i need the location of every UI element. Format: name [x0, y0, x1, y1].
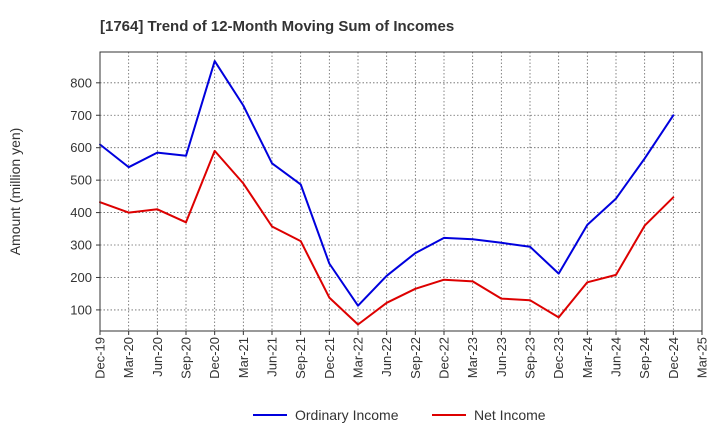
- legend: Ordinary Income Net Income: [253, 407, 546, 423]
- series-line: [99, 60, 675, 307]
- x-tick-label: Dec-24: [666, 337, 681, 379]
- y-tick-label: 800: [70, 75, 92, 90]
- legend-label: Ordinary Income: [295, 407, 399, 423]
- y-tick-label: 500: [70, 173, 92, 188]
- plot-area: [100, 52, 702, 331]
- grid-lines: [100, 52, 702, 331]
- y-axis-ticks: 100 200 300 400 500 600 700 800: [70, 75, 100, 317]
- x-axis-ticks: Dec-19 Mar-20 Jun-20 Sep-20 Dec-20 Mar-21 Jun-…: [93, 331, 710, 379]
- x-tick-label: Sep-24: [637, 337, 652, 379]
- x-tick-label: Mar-20: [121, 337, 136, 378]
- x-tick-label: Mar-21: [236, 337, 251, 378]
- x-tick-label: Dec-20: [207, 337, 222, 379]
- x-tick-label: Dec-21: [322, 337, 337, 379]
- x-tick-label: Dec-22: [437, 337, 452, 379]
- y-tick-label: 200: [70, 270, 92, 285]
- plot-frame: [99, 51, 703, 332]
- y-tick-label: 300: [70, 238, 92, 253]
- x-tick-label: Sep-21: [293, 337, 308, 379]
- x-tick-label: Jun-24: [609, 337, 624, 377]
- x-tick-label: Mar-25: [695, 337, 710, 378]
- y-tick-label: 100: [70, 302, 92, 317]
- x-tick-label: Jun-22: [379, 337, 394, 377]
- chart-title: [1764] Trend of 12-Month Moving Sum of I…: [100, 18, 454, 35]
- x-tick-label: Sep-20: [179, 337, 194, 379]
- y-axis-label: Amount (million yen): [7, 128, 23, 256]
- legend-label: Net Income: [474, 407, 546, 423]
- x-tick-label: Mar-23: [465, 337, 480, 378]
- x-tick-label: Sep-23: [523, 337, 538, 379]
- y-tick-label: 600: [70, 140, 92, 155]
- x-tick-label: Mar-22: [351, 337, 366, 378]
- y-tick-label: 700: [70, 108, 92, 123]
- x-tick-label: Jun-21: [265, 337, 280, 377]
- series-lines: [99, 60, 675, 326]
- x-tick-label: Sep-22: [408, 337, 423, 379]
- y-tick-label: 400: [70, 205, 92, 220]
- x-tick-label: Dec-23: [551, 337, 566, 379]
- x-tick-label: Jun-20: [150, 337, 165, 377]
- x-tick-label: Mar-24: [580, 337, 595, 378]
- x-tick-label: Jun-23: [494, 337, 509, 377]
- series-line: [99, 149, 675, 326]
- x-tick-label: Dec-19: [93, 337, 108, 379]
